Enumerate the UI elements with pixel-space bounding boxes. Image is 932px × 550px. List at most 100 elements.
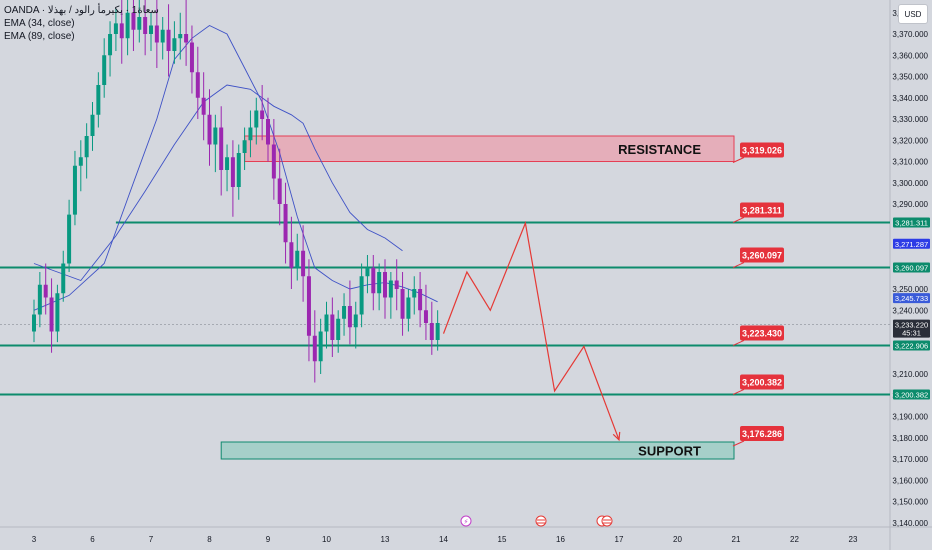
price-callout bbox=[740, 142, 784, 158]
candle-body bbox=[388, 280, 393, 298]
time-tick-label: 21 bbox=[732, 535, 741, 544]
ema-89-legend[interactable]: EMA (89, close) bbox=[4, 31, 75, 42]
levels-layer bbox=[0, 221, 890, 396]
callouts-layer: 3,319.026 3,281.311 3,260.097 3,223.430 3,20… bbox=[732, 142, 784, 447]
price-tick-label: 3,170.000 bbox=[892, 455, 928, 464]
candle-body bbox=[61, 263, 66, 294]
projection-path bbox=[442, 220, 620, 441]
candle-body bbox=[213, 127, 218, 145]
price-callout-text: 3,260.097 bbox=[742, 251, 782, 261]
candle-body bbox=[383, 272, 387, 298]
zones-layer: RESISTANCE SUPPORT bbox=[220, 135, 735, 460]
ema-89-axis-tag bbox=[893, 238, 930, 249]
candle-body bbox=[43, 284, 48, 298]
candle-body bbox=[149, 25, 153, 34]
candles-layer bbox=[32, 0, 440, 383]
resistance-zone-label: RESISTANCE bbox=[618, 142, 701, 157]
candle-body bbox=[435, 323, 440, 340]
ema-89-line bbox=[33, 84, 403, 282]
candle-body bbox=[96, 85, 101, 115]
callout-pointer bbox=[732, 262, 745, 268]
candle-body bbox=[418, 289, 423, 311]
candle-body bbox=[342, 306, 347, 319]
time-axis-labels: 3 6 7 8 9 10 13 14 15 16 17 20 21 22 23 bbox=[32, 535, 858, 544]
candle-body bbox=[172, 38, 177, 51]
price-tick-label: 3,140.000 bbox=[892, 519, 928, 528]
chart-legend: OANDA · سعاة1 · يكيرمأ رالود / بهذلا EMA… bbox=[4, 4, 159, 43]
projection-arrowhead bbox=[612, 431, 621, 442]
ema-34-axis-tag-text: 3,245.733 bbox=[895, 294, 928, 303]
ema-34-legend[interactable]: EMA (34, close) bbox=[4, 18, 75, 29]
candle-body bbox=[283, 204, 288, 243]
candle-body bbox=[260, 110, 265, 119]
time-tick-label: 23 bbox=[849, 535, 858, 544]
time-tick-label: 22 bbox=[790, 535, 799, 544]
candle-body bbox=[359, 276, 364, 315]
price-callout bbox=[740, 247, 784, 263]
candle-body bbox=[184, 34, 189, 43]
price-tick-label: 3,160.000 bbox=[892, 476, 928, 485]
price-tick-label: 3,370.000 bbox=[892, 30, 928, 39]
price-callout-text: 3,200.382 bbox=[742, 377, 782, 387]
candle-body bbox=[406, 297, 411, 319]
support-zone-label: SUPPORT bbox=[638, 444, 701, 459]
candle-body bbox=[277, 178, 282, 204]
currency-button[interactable]: USD bbox=[898, 4, 928, 24]
price-callout bbox=[740, 426, 784, 441]
price-tick-label: 3,330.000 bbox=[892, 115, 928, 124]
candle-body bbox=[377, 272, 382, 294]
time-tick-label: 16 bbox=[556, 535, 565, 544]
candle-body bbox=[125, 12, 130, 39]
flash-event-glyph: ⚡ bbox=[464, 518, 469, 526]
level-axis-tag-text: 3,200.382 bbox=[895, 390, 928, 399]
candle-body bbox=[394, 280, 399, 289]
price-callout bbox=[740, 325, 784, 341]
candle-body bbox=[55, 293, 60, 332]
candle-body bbox=[119, 23, 124, 39]
level-axis-tag-text: 3,222.906 bbox=[895, 341, 928, 350]
candle-body bbox=[289, 242, 294, 268]
time-tick-label: 17 bbox=[615, 535, 624, 544]
price-tick-label: 3,290.000 bbox=[892, 200, 928, 209]
candle-body bbox=[365, 267, 370, 277]
candle-body bbox=[78, 157, 83, 166]
flash-event-icon[interactable] bbox=[460, 515, 472, 527]
candle-body bbox=[160, 29, 165, 43]
price-tick-label: 3,350.000 bbox=[892, 73, 928, 82]
last-price-axis-tag bbox=[893, 319, 930, 338]
time-tick-label: 7 bbox=[149, 535, 154, 544]
ema-34-axis-tag bbox=[893, 293, 930, 304]
candle-body bbox=[178, 34, 183, 39]
time-tick-label: 3 bbox=[32, 535, 37, 544]
price-tick-label: 3,210.000 bbox=[892, 370, 928, 379]
time-tick-label: 9 bbox=[266, 535, 271, 544]
time-tick-label: 6 bbox=[90, 535, 95, 544]
candle-body bbox=[137, 17, 142, 30]
price-tick-label: 3,320.000 bbox=[892, 136, 928, 145]
symbol-title[interactable]: OANDA · سعاة1 · يكيرمأ رالود / بهذلا bbox=[4, 5, 159, 16]
level-axis-tag bbox=[893, 340, 930, 351]
candle-body bbox=[32, 314, 36, 332]
level-axis-tag bbox=[893, 262, 930, 273]
level-axis-tag-text: 3,260.097 bbox=[895, 264, 928, 273]
candle-body bbox=[347, 306, 352, 328]
price-tick-label: 3,190.000 bbox=[892, 413, 928, 422]
candle-body bbox=[254, 110, 259, 128]
price-callout bbox=[740, 374, 784, 390]
candle-body bbox=[423, 310, 428, 323]
candle-body bbox=[225, 157, 230, 170]
price-tick-label: 3,300.000 bbox=[892, 179, 928, 188]
candle-body bbox=[67, 214, 72, 264]
candle-body bbox=[72, 165, 77, 215]
callout-pointer bbox=[732, 157, 745, 163]
us-flag-icon[interactable] bbox=[535, 515, 547, 527]
level-axis-tag bbox=[893, 217, 930, 228]
candle-body bbox=[207, 114, 212, 145]
price-tick-label: 3,150.000 bbox=[892, 498, 928, 507]
event-icons: ⚡ bbox=[460, 515, 613, 527]
time-tick-label: 10 bbox=[322, 535, 331, 544]
us-flag-icon[interactable] bbox=[601, 515, 613, 527]
candle-body bbox=[306, 276, 311, 336]
candle-body bbox=[102, 55, 107, 85]
